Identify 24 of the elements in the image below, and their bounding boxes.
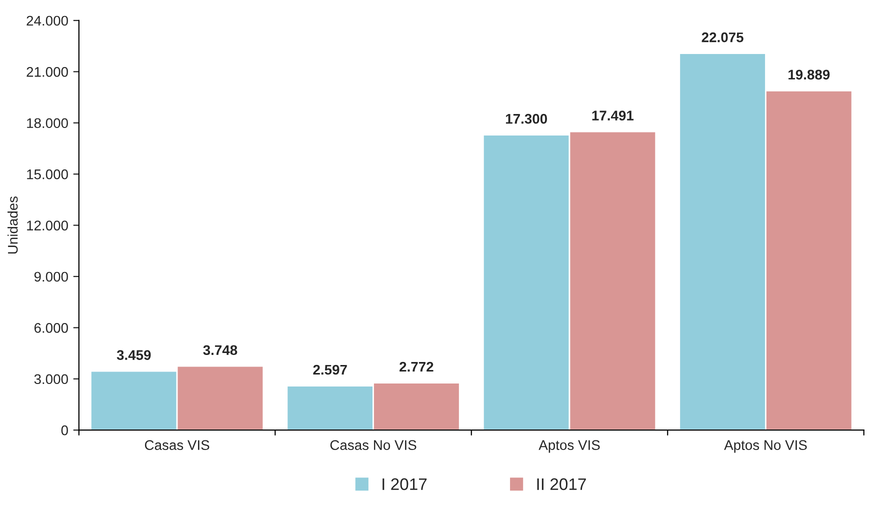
x-tick-label: Aptos No VIS bbox=[724, 440, 807, 453]
data-label: 2.597 bbox=[313, 364, 347, 375]
data-label: 3.748 bbox=[203, 345, 238, 356]
y-tick-label: 24.000 bbox=[26, 16, 68, 26]
data-label: 3.459 bbox=[116, 350, 151, 360]
legend-label: II 2017 bbox=[537, 478, 586, 490]
y-tick-label: 6.000 bbox=[34, 323, 68, 333]
legend-label: I 2017 bbox=[382, 478, 427, 490]
y-tick-label: 15.000 bbox=[27, 169, 68, 180]
y-tick-label: 3.000 bbox=[34, 374, 68, 384]
y-axis-title: Unidades bbox=[8, 196, 18, 254]
x-tick-label: Casas No VIS bbox=[330, 440, 416, 450]
y-tick-label: 12.000 bbox=[27, 220, 68, 230]
data-label: 17.491 bbox=[592, 110, 634, 120]
x-tick-label: Aptos VIS bbox=[538, 440, 600, 453]
y-tick-label: 21.000 bbox=[26, 67, 68, 77]
data-label: 22.075 bbox=[702, 32, 744, 42]
x-tick-label: Casas VIS bbox=[144, 440, 210, 450]
data-label: 17.300 bbox=[506, 114, 548, 124]
data-label: 19.889 bbox=[788, 70, 830, 80]
y-tick-label: 9.000 bbox=[34, 272, 68, 282]
data-label: 2.772 bbox=[400, 362, 434, 372]
y-tick-label: 18.000 bbox=[27, 118, 68, 128]
y-tick-label: 0 bbox=[61, 425, 68, 436]
